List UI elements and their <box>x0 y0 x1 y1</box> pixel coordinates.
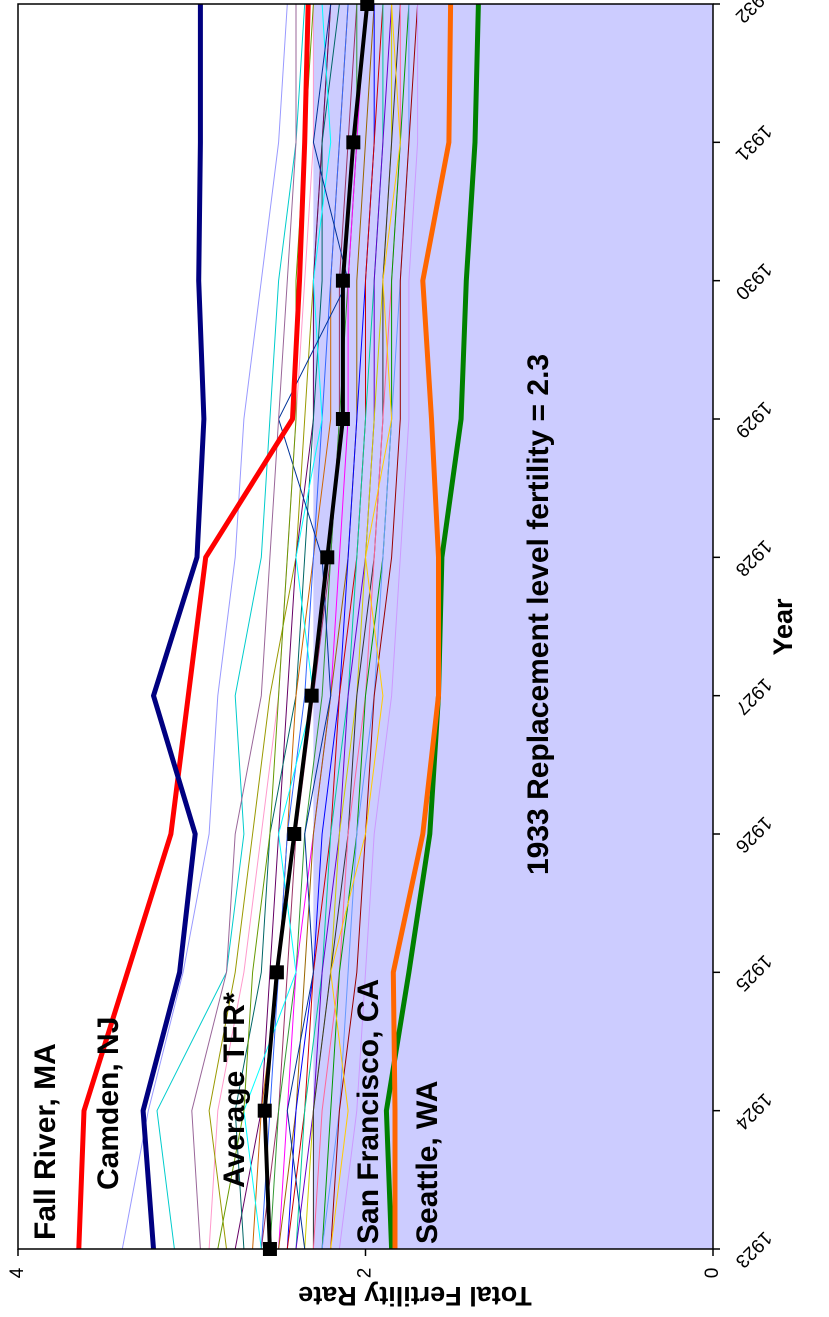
city-series-line-9 <box>260 4 358 1249</box>
series-line-camden-nj <box>140 4 207 1249</box>
x-tick-label: 1931 <box>731 120 776 165</box>
x-tick-label: 1927 <box>731 674 776 719</box>
x-tick-label: 1923 <box>731 1227 776 1272</box>
series-line-fall-river-ma <box>76 4 311 1249</box>
annotation-seattle: Seattle, WA <box>411 1081 444 1244</box>
x-tick-label: 1928 <box>731 535 776 580</box>
background-series-group <box>121 4 419 1249</box>
city-series-line-22 <box>330 4 419 1249</box>
x-tick-label: 1926 <box>731 812 776 857</box>
x-tick-label: 1924 <box>731 1089 776 1134</box>
annotation-fall-river: Fall River, MA <box>29 1043 62 1240</box>
average-marker <box>335 273 350 288</box>
y-tick-label: 2 <box>355 1268 376 1279</box>
city-series-line-16 <box>295 4 393 1249</box>
series-line-seattle-wa <box>390 4 454 1249</box>
average-marker <box>257 1103 272 1118</box>
x-axis-title: Year <box>768 598 798 656</box>
city-series-line-28 <box>191 4 297 1249</box>
x-tick-label: 1929 <box>731 397 776 442</box>
city-series-line-26 <box>338 4 419 1249</box>
city-series-line-25 <box>278 4 349 1249</box>
x-tick-label: 1930 <box>731 259 776 304</box>
city-series-line-1 <box>121 4 288 1249</box>
average-marker <box>320 550 335 565</box>
average-marker <box>287 827 302 841</box>
highlighted-series-group <box>76 4 481 1249</box>
city-series-line-11 <box>278 4 366 1249</box>
average-marker <box>360 0 375 11</box>
annotation-camden: Camden, NJ <box>92 1017 125 1190</box>
y-tick-label: 4 <box>7 1267 28 1278</box>
average-marker <box>269 965 284 980</box>
x-tick-label: 1932 <box>731 0 776 27</box>
x-tick-label: 1925 <box>731 950 776 995</box>
city-series-line-14 <box>286 4 384 1249</box>
series-line-average-tfr <box>262 4 370 1249</box>
city-series-line-24 <box>330 4 401 1249</box>
replacement-level-band <box>313 4 713 1249</box>
annotation-replacement-level: 1933 Replacement level fertility = 2.3 <box>522 354 555 875</box>
average-markers <box>257 0 375 1256</box>
annotation-average: Average TFR* <box>218 992 251 1188</box>
average-marker <box>335 412 350 426</box>
axis-ticks <box>17 3 720 1256</box>
city-series-line-5 <box>234 4 332 1249</box>
city-series-line-2 <box>156 4 306 1249</box>
city-series-line-8 <box>260 4 349 1249</box>
city-series-line-18 <box>312 4 401 1249</box>
y-axis-title: Total Fertility Rate <box>298 1281 532 1311</box>
average-marker <box>346 135 361 150</box>
annotation-san-francisco: San Francisco, CA <box>352 979 385 1244</box>
average-marker <box>304 688 319 703</box>
y-tick-label: 0 <box>702 1268 723 1279</box>
